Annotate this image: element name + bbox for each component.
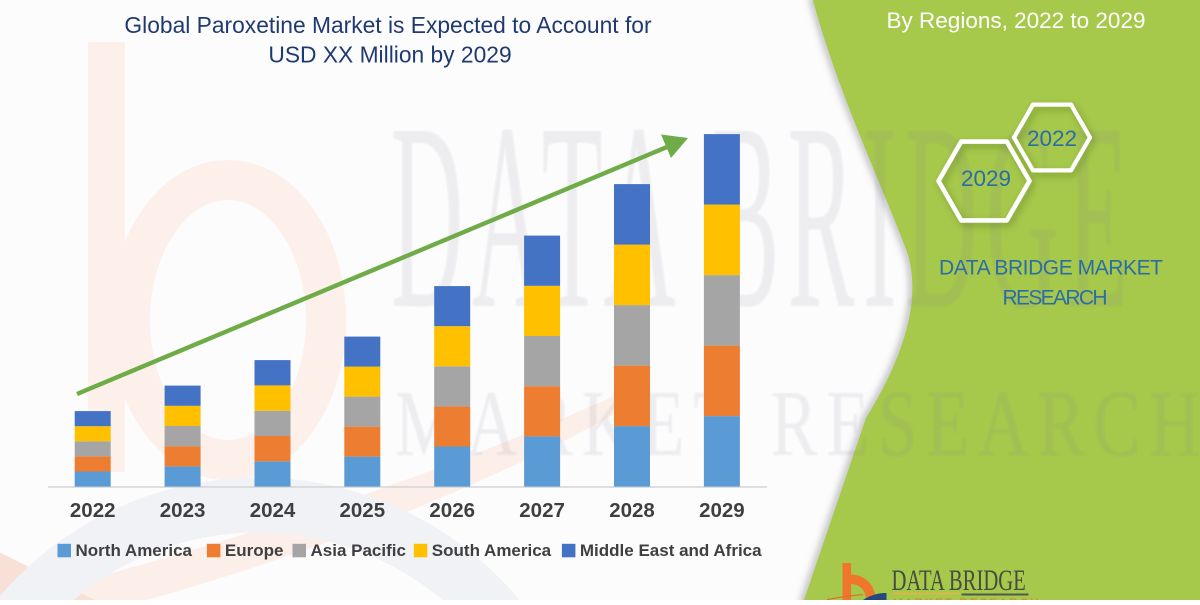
svg-text:Global Paroxetine Market is Ex: Global Paroxetine Market is Expected to … bbox=[124, 12, 652, 38]
svg-text:2024: 2024 bbox=[250, 499, 296, 522]
svg-text:North America: North America bbox=[76, 541, 193, 560]
svg-text:2028: 2028 bbox=[609, 499, 655, 522]
svg-text:RESEARCH: RESEARCH bbox=[1003, 287, 1108, 310]
svg-text:DATA BRIDGE: DATA BRIDGE bbox=[892, 563, 1026, 597]
svg-text:2023: 2023 bbox=[160, 499, 206, 522]
svg-text:Middle East and Africa: Middle East and Africa bbox=[580, 541, 762, 560]
svg-text:DATA BRIDGE MARKET: DATA BRIDGE MARKET bbox=[939, 257, 1163, 280]
svg-text:2026: 2026 bbox=[429, 499, 475, 522]
svg-text:By Regions, 2022 to 2029: By Regions, 2022 to 2029 bbox=[887, 8, 1146, 33]
svg-text:Europe: Europe bbox=[225, 541, 284, 560]
svg-text:2029: 2029 bbox=[961, 166, 1011, 191]
svg-text:USD XX Million by 2029: USD XX Million by 2029 bbox=[268, 42, 511, 68]
svg-text:2029: 2029 bbox=[699, 499, 745, 522]
svg-text:2022: 2022 bbox=[1027, 126, 1077, 151]
svg-text:2022: 2022 bbox=[70, 499, 116, 522]
svg-text:2025: 2025 bbox=[339, 499, 385, 522]
svg-text:Asia Pacific: Asia Pacific bbox=[311, 541, 406, 560]
svg-text:DATA BRIDGE: DATA BRIDGE bbox=[391, 68, 1128, 365]
svg-text:2027: 2027 bbox=[519, 499, 565, 522]
svg-text:South America: South America bbox=[432, 541, 552, 560]
